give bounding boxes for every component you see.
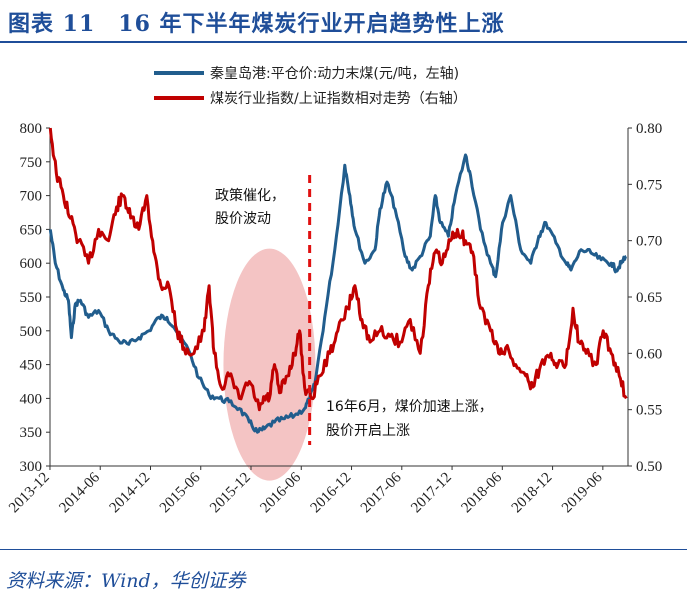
y-left-tick-label: 300 — [20, 459, 43, 475]
x-tick-label: 2019-06 — [559, 469, 606, 516]
plot-area: 300 350 400 450 500 550 600 650 700 750 800 0.50 0.5… — [6, 121, 662, 516]
y-left-tick-label: 800 — [20, 121, 43, 137]
x-tick-label: 2016-12 — [308, 470, 355, 517]
y-left-tick-label: 750 — [20, 155, 43, 171]
title-divider — [0, 41, 687, 43]
legend-label-relative-index: 煤炭行业指数/上证指数相对走势（右轴） — [210, 91, 467, 107]
y-right-tick-label: 0.50 — [636, 459, 662, 475]
y-right-tick-label: 0.70 — [636, 234, 662, 250]
x-tick-label: 2015-06 — [157, 469, 204, 516]
x-tick-label: 2013-12 — [6, 470, 53, 517]
figure-title: 图表 11 16 年下半年煤炭行业开启趋势性上涨 — [8, 11, 505, 37]
annotation-june-2016-line2: 股价开启上涨 — [326, 423, 410, 439]
annotation-june-2016: 16年6月，煤价加速上涨， — [326, 399, 493, 415]
legend-label-coal-price: 秦皇岛港:平仓价:动力末煤(元/吨，左轴) — [210, 66, 459, 82]
y-right-tick-label: 0.55 — [636, 403, 662, 419]
chart: 秦皇岛港:平仓价:动力末煤(元/吨，左轴) 煤炭行业指数/上证指数相对走势（右轴… — [6, 66, 662, 516]
y-left-tick-label: 400 — [20, 391, 43, 407]
y-left-tick-label: 500 — [20, 324, 43, 340]
y-left-tick-label: 450 — [20, 358, 43, 374]
y-right-tick-label: 0.60 — [636, 346, 662, 362]
highlight-ellipse — [223, 248, 316, 481]
x-tick-label: 2015-12 — [207, 470, 254, 517]
y-left-tick-label: 350 — [20, 425, 43, 441]
x-tick-label: 2018-06 — [458, 469, 505, 516]
legend: 秦皇岛港:平仓价:动力末煤(元/吨，左轴) 煤炭行业指数/上证指数相对走势（右轴… — [154, 66, 467, 107]
y-right-tick-label: 0.65 — [636, 290, 662, 306]
annotation-policy-line2: 股价波动 — [215, 211, 271, 227]
source-note: 资料来源：Wind，华创证券 — [6, 570, 246, 592]
x-tick-label: 2014-12 — [107, 470, 154, 517]
x-tick-label: 2018-12 — [509, 470, 556, 517]
y-left-tick-label: 600 — [20, 256, 43, 272]
x-tick-label: 2014-06 — [56, 469, 103, 516]
y-right-tick-label: 0.80 — [636, 121, 662, 137]
series-line-relative-index — [48, 127, 628, 412]
x-tick-label: 2017-06 — [358, 469, 405, 516]
y-left-tick-label: 650 — [20, 222, 43, 238]
y-left-tick-label: 700 — [20, 189, 43, 205]
y-right-tick-label: 0.75 — [636, 177, 662, 193]
series-line-coal-price — [48, 153, 627, 434]
source-divider — [0, 549, 687, 550]
y-left-tick-label: 550 — [20, 290, 43, 306]
annotation-policy: 政策催化， — [215, 187, 285, 204]
x-tick-label: 2017-12 — [408, 470, 455, 517]
